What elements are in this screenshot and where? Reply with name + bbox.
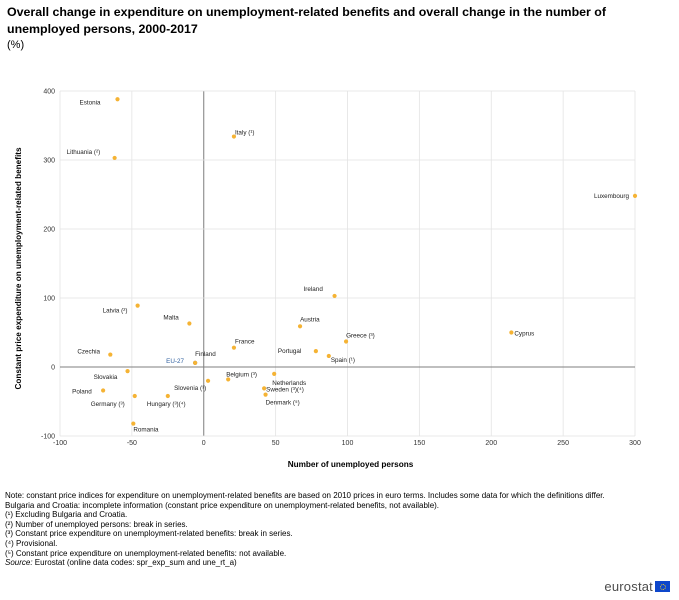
scatter-chart: -100 -50 0 50 100 150 200 250 300 -100 0 100 200 300 4… [14,89,641,470]
data-point [131,421,136,426]
note-line: Note: constant price indices for expendi… [5,491,605,500]
data-point [509,330,514,335]
source-line: Source: Eurostat (online data codes: spr… [5,558,670,568]
note-line: (³) Constant price expenditure on unempl… [5,529,293,539]
x-axis-title: Number of unemployed persons [288,460,414,469]
note-line: (⁴) Provisional. [5,538,58,548]
x-tick-label: 250 [557,440,569,447]
point-label: Lithuania (²) [67,149,101,156]
note-line: Bulgaria and Croatia: incomplete informa… [5,500,440,510]
y-tick-label: 200 [43,227,55,234]
point-label: Italy (¹) [235,130,255,137]
point-label: Slovenia (³) [174,385,206,392]
data-point [326,353,331,359]
data-point [231,134,237,139]
source-text: Eurostat (online data codes: spr_exp_sum… [32,558,237,568]
data-point [226,377,231,382]
point-label: Sweden (³)(⁴) [266,386,304,393]
x-tick-label: 100 [342,440,354,447]
data-point [132,393,137,399]
note-line: (¹) Excluding Bulgaria and Croatia. [5,510,128,520]
data-point [332,293,337,299]
point-label: Netherlands [272,380,306,387]
point-label: Greece (³) [346,332,375,339]
data-point [205,378,211,383]
data-point [125,369,130,374]
note-line: (²) Number of unemployed persons: break … [5,519,188,529]
data-point [187,321,192,326]
x-tick-label: 50 [272,440,280,447]
point-label: Hungary (³)(⁴) [147,401,186,408]
footnotes: Note: constant price indices for expendi… [5,491,670,568]
point-label: Spain (¹) [331,357,355,364]
eurostat-logo: eurostat [604,579,670,594]
x-tick-label: 0 [202,440,206,447]
point-label: Belgium (³) [226,371,257,378]
data-point [262,386,267,391]
x-tick-label: -50 [127,440,137,447]
y-tick-label: 100 [43,296,55,303]
y-tick-label: 0 [51,365,55,372]
point-label: Finland [195,351,216,358]
point-label: Czechia [77,349,100,356]
point-label: Cyprus [514,331,534,338]
data-point [263,392,268,397]
eu-flag-icon [655,581,670,592]
data-point [231,345,237,350]
chart-unit: (%) [7,39,25,51]
data-point [115,97,120,102]
point-label: Austria [300,316,320,323]
data-point [193,360,198,365]
data-point [313,349,318,354]
x-tick-label: 200 [485,440,497,447]
x-tick-label: 300 [629,440,641,447]
point-label: Portugal [278,348,301,355]
point-label: Denmark (⁵) [266,400,300,407]
point-label: Germany (³) [91,401,125,408]
data-point [272,371,277,376]
point-label: Luxembourg [594,193,630,200]
point-label: Slovakia [94,374,118,381]
point-label: Estonia [80,99,102,106]
note-line: (⁵) Constant price expenditure on unempl… [5,548,287,558]
point-label: Romania [133,427,159,434]
data-point [632,193,638,198]
y-tick-label: -100 [41,434,55,441]
point-label: Poland [72,388,92,395]
data-point [112,155,117,161]
chart-title: Overall change in expenditure on unemplo… [7,5,606,36]
data-point [101,388,106,393]
point-label: Ireland [304,286,324,293]
point-label: France [235,339,255,346]
source-label: Source: [5,558,33,568]
data-point [108,352,113,357]
y-tick-label: 300 [43,158,55,165]
y-tick-label: 400 [43,89,55,96]
y-axis-title: Constant price expenditure on unemployme… [14,147,23,389]
data-point [343,339,349,344]
x-tick-label: 150 [414,440,426,447]
point-label: Latvia (²) [103,308,128,315]
data-point [135,303,140,308]
logo-text: eurostat [604,579,653,594]
x-tick-label: -100 [53,440,67,447]
point-label: EU-27 [166,358,184,365]
data-point [165,393,170,399]
point-label: Malta [163,315,179,322]
data-point [297,324,303,329]
